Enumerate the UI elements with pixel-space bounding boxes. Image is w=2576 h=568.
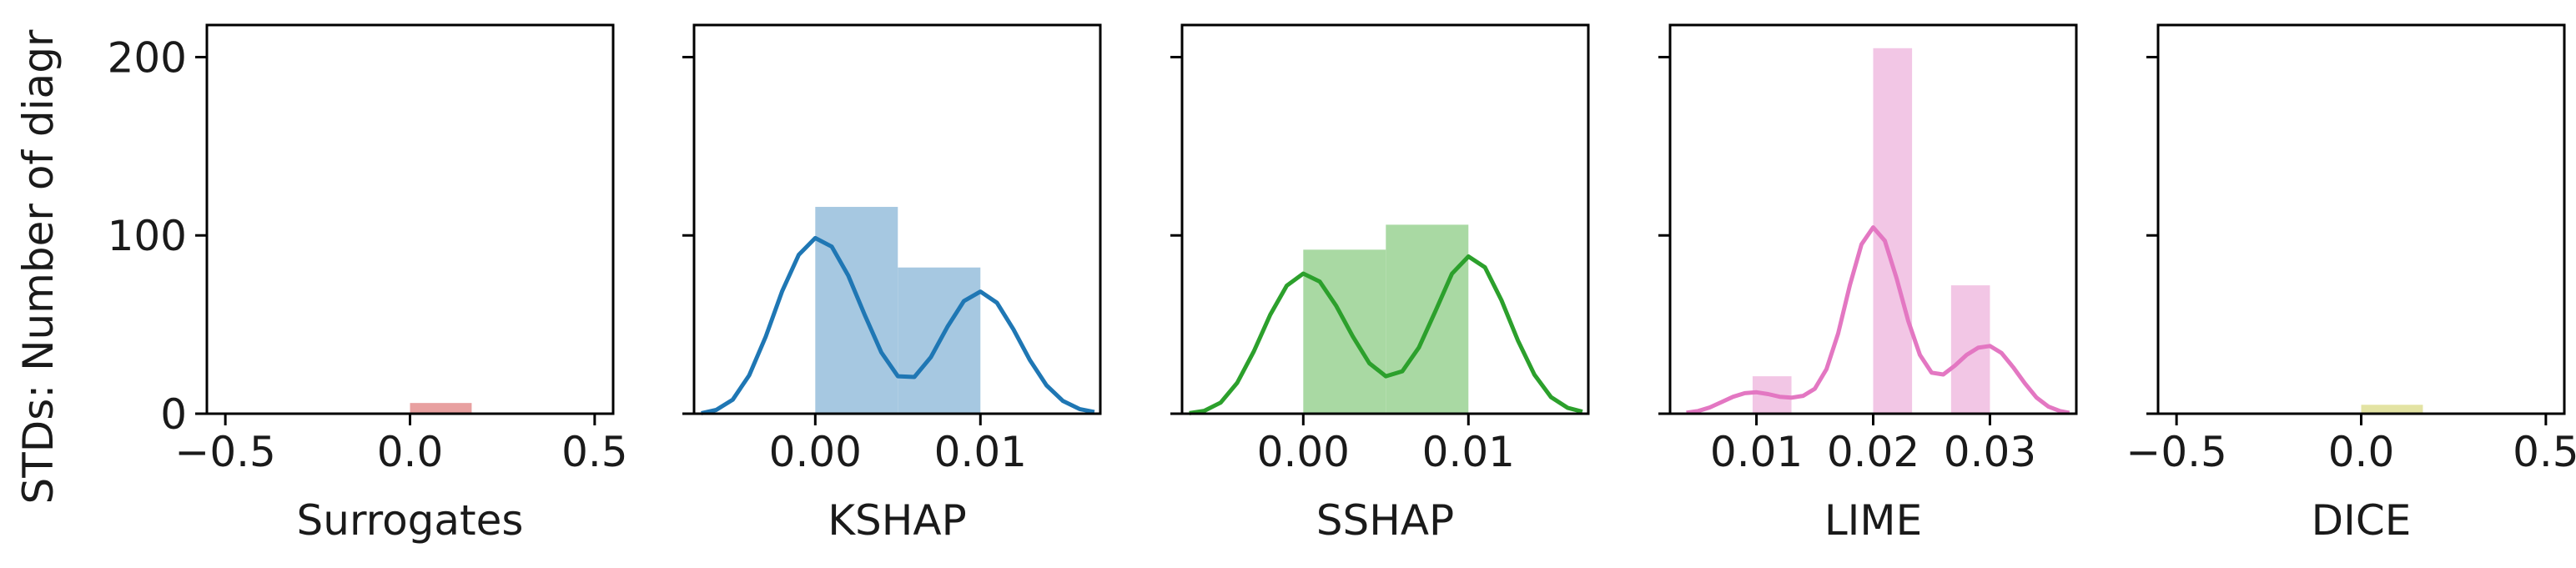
x-tick-label: 0.01: [1710, 428, 1803, 476]
x-axis-label: DICE: [2312, 496, 2412, 545]
y-tick-label: 200: [108, 33, 187, 82]
x-tick-label: 0.00: [1257, 428, 1350, 476]
x-tick-label: 0.03: [1944, 428, 2036, 476]
histogram-bar: [1873, 48, 1913, 414]
axes-frame: [1180, 23, 1590, 415]
histogram-bar: [815, 207, 898, 414]
kde-line: [701, 235, 1095, 415]
x-tick-label: −0.5: [174, 428, 275, 476]
axes-frame: [205, 23, 615, 415]
y-tick-label: 100: [108, 212, 187, 260]
panel-kshap: 0.00 0.01 KSHAP: [682, 23, 1102, 545]
x-tick-label: 0.01: [1422, 428, 1515, 476]
histogram-bar: [2361, 405, 2423, 414]
x-tick-label: 0.0: [377, 428, 444, 476]
shared-y-axis-label: STDs: Number of diagr: [14, 29, 63, 504]
axes-frame: [2156, 23, 2566, 415]
panel-dice: −0.5 0.0 0.5 DICE: [2126, 23, 2576, 545]
y-tick-label: 0: [160, 390, 187, 439]
panel-surrogates: 0 100 200 −0.5 0.0 0.5 Surrogates: [108, 23, 628, 545]
panel-lime: 0.01 0.02 0.03 LIME: [1658, 23, 2078, 545]
x-tick-label: 0.00: [769, 428, 862, 476]
x-tick-label: 0.0: [2328, 428, 2395, 476]
histogram-bar: [1303, 249, 1386, 414]
panel-sshap: 0.00 0.01 SSHAP: [1170, 23, 1590, 545]
x-axis-label: Surrogates: [297, 496, 524, 545]
x-tick-label: 0.02: [1827, 428, 1919, 476]
panels: 0 100 200 −0.5 0.0 0.5 Surrogates 0.00 0.01 KSHAP…: [108, 23, 2576, 545]
x-tick-label: 0.01: [934, 428, 1027, 476]
x-axis-label: LIME: [1824, 496, 1922, 545]
x-tick-label: −0.5: [2126, 428, 2226, 476]
histogram-bar: [1950, 285, 1990, 414]
histogram-bar: [410, 403, 472, 414]
x-axis-label: KSHAP: [828, 496, 966, 545]
x-tick-label: 0.5: [2513, 428, 2576, 476]
kde-line: [1686, 225, 2070, 415]
histogram-bar: [1386, 224, 1469, 414]
x-tick-label: 0.5: [561, 428, 628, 476]
axes-frame: [692, 23, 1102, 415]
x-axis-label: SSHAP: [1316, 496, 1454, 545]
kde-line: [1189, 254, 1583, 415]
